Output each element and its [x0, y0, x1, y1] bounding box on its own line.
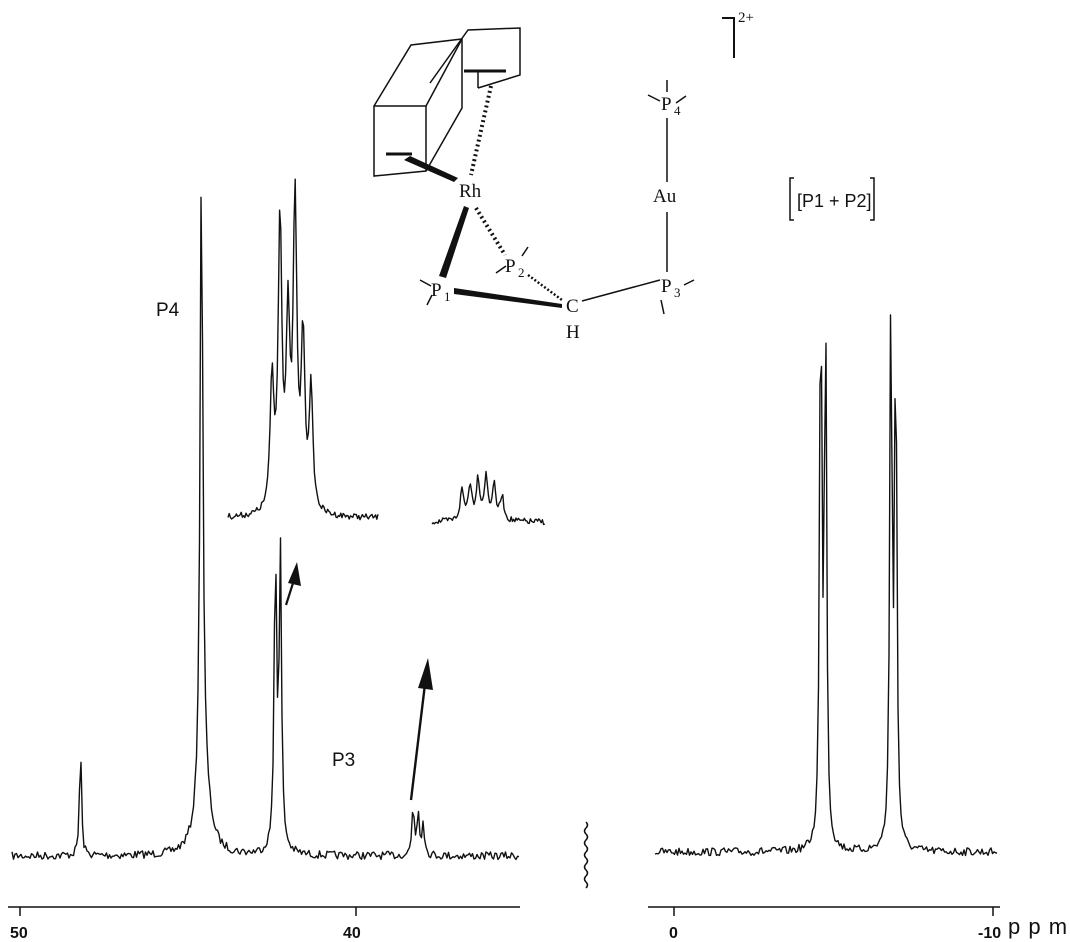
svg-text:P: P: [431, 280, 442, 301]
unit-label: p p m: [1008, 914, 1068, 939]
wedge-bond: [404, 156, 458, 182]
atom-rh: Rh: [459, 181, 482, 202]
atom-c: C: [566, 296, 579, 317]
atom-au: Au: [653, 186, 677, 207]
hashed-bond: [527, 273, 563, 302]
svg-text:4: 4: [674, 103, 681, 118]
arrow-icon: [409, 658, 433, 801]
x-axis-right: 0 -10 p p m: [648, 906, 1068, 942]
atom-p4: P 4: [647, 80, 687, 118]
atom-p3: P 3: [660, 276, 695, 315]
svg-text:2: 2: [518, 265, 525, 280]
atom-p1: P 1: [419, 279, 451, 306]
peak-label-p1-p2: [P1 + P2]: [789, 177, 875, 221]
axis-break-mark: [583, 821, 589, 889]
spectrum-trace-right: [654, 314, 998, 857]
svg-text:3: 3: [674, 285, 681, 300]
svg-text:P: P: [661, 94, 672, 115]
wedge-bond: [439, 206, 469, 278]
charge-bracket: 2+: [722, 10, 754, 58]
tick-label-50: 50: [10, 925, 28, 942]
x-axis-left: 50 40: [8, 906, 520, 942]
hashed-bond: [469, 85, 493, 176]
atom-h: H: [566, 322, 580, 343]
molecular-structure: Rh P 1 P 2 C H P 3 Au: [373, 10, 754, 343]
inset-trace-p4-expansion: [227, 178, 379, 521]
svg-text:1: 1: [444, 289, 451, 304]
wedge-bond: [454, 288, 562, 308]
tick-label-0: 0: [669, 925, 678, 942]
peak-label-p4: P4: [156, 300, 180, 321]
inset-trace-p3-expansion: [431, 470, 546, 526]
tick-label-minus-10: -10: [978, 925, 1001, 942]
atom-p2: P 2: [495, 246, 529, 280]
bond-c-p3: [581, 279, 661, 302]
svg-text:P: P: [505, 256, 516, 277]
peak-label-p3: P3: [332, 750, 355, 771]
arrow-icon: [284, 562, 301, 606]
svg-text:[P1 + P2]: [P1 + P2]: [797, 191, 872, 211]
svg-text:2+: 2+: [738, 10, 754, 26]
svg-text:P: P: [661, 276, 672, 297]
cod-ligand: [373, 27, 521, 177]
spectrum-traces: [11, 178, 998, 861]
spectrum-trace-left: [11, 196, 520, 861]
tick-label-40: 40: [343, 925, 361, 942]
hashed-bond: [474, 206, 507, 257]
